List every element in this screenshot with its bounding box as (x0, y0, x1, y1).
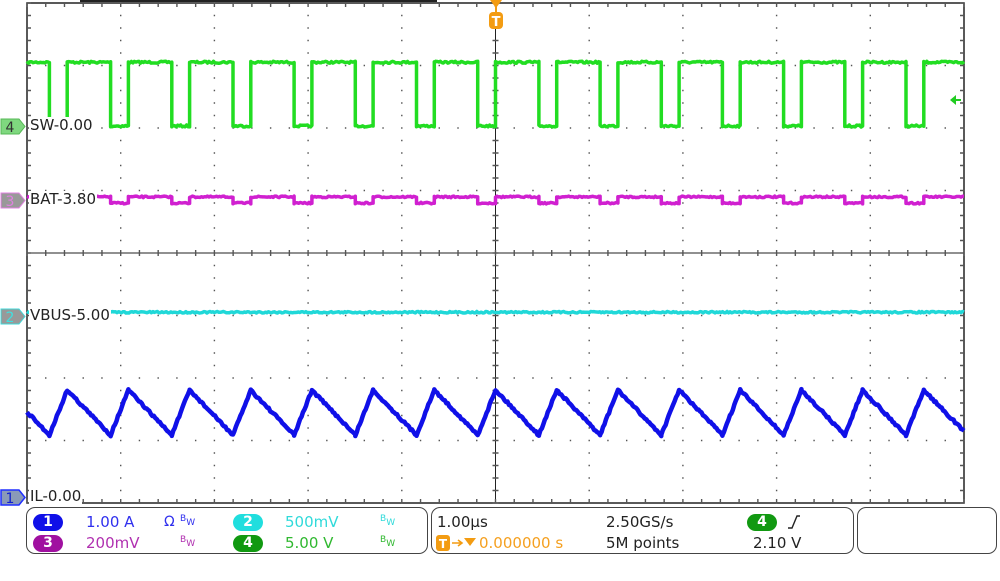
ch3-scale: 200mV (86, 534, 140, 552)
waveform-vbus (26, 309, 965, 315)
horizontal-trigger-readout-panel[interactable]: 1.00µs T 0.000000 s 2.50GS/s 5M points 4… (431, 507, 854, 554)
rising-edge-icon (788, 515, 800, 529)
ch1-scale: 1.00 A (86, 513, 135, 531)
ch4-marker-number: 4 (6, 120, 15, 135)
waveform-traces (25, 59, 966, 439)
waveform-il (25, 386, 966, 439)
trigger-level-marker[interactable] (948, 94, 962, 106)
svg-text:T: T (439, 537, 448, 551)
ch4-ground-marker[interactable]: 4 (0, 118, 26, 135)
ch4-scale: 5.00 V (285, 534, 334, 552)
vertical-readout-panel[interactable]: 1 1.00 A Ω BW 2 500mV BW 3 200mV BW 4 5.… (26, 507, 428, 554)
ch3-bandwidth-limit-icon: BW (180, 535, 196, 549)
ch2-marker-number: 2 (6, 310, 15, 325)
ch2-badge[interactable]: 2 (233, 514, 263, 531)
ch1-ground-marker[interactable]: 1 (0, 489, 26, 506)
ch2-scale: 500mV (285, 513, 339, 531)
ch1-impedance-icon: Ω (164, 514, 175, 530)
trigger-position: 0.000000 s (479, 534, 564, 552)
trigger-position-marker[interactable]: T (486, 0, 506, 32)
ch3-badge[interactable]: 3 (33, 535, 63, 552)
trigger-source-badge[interactable]: 4 (747, 514, 777, 531)
ch3-trace-label: BAT-3.80 (29, 190, 97, 208)
ch2-bandwidth-limit-icon: BW (380, 514, 396, 528)
ch3-ground-marker[interactable]: 3 (0, 192, 26, 209)
time-per-division: 1.00µs (437, 513, 488, 531)
ch4-bandwidth-limit-icon: BW (380, 535, 396, 549)
trigger-marker-letter: T (492, 15, 501, 30)
ch1-bandwidth-limit-icon: BW (180, 514, 196, 528)
sample-rate: 2.50GS/s (606, 513, 674, 531)
trigger-offset-icon: T (436, 535, 476, 551)
ch4-badge[interactable]: 4 (233, 535, 263, 552)
ch4-trace-label: SW-0.00 (29, 116, 94, 134)
ch1-marker-number: 1 (6, 491, 15, 506)
waveform-sw (25, 59, 966, 129)
trigger-level: 2.10 V (753, 534, 802, 552)
ch2-trace-label: VBUS-5.00 (29, 306, 111, 324)
waveform-display (25, 0, 966, 504)
ch2-ground-marker[interactable]: 2 (0, 308, 26, 325)
waveform-bat (26, 194, 965, 206)
ch1-badge[interactable]: 1 (33, 514, 63, 531)
auxiliary-readout-panel[interactable] (857, 507, 997, 554)
ch1-trace-label: IL-0.00 (29, 487, 83, 505)
ch3-marker-number: 3 (6, 194, 15, 209)
record-length: 5M points (606, 534, 680, 552)
